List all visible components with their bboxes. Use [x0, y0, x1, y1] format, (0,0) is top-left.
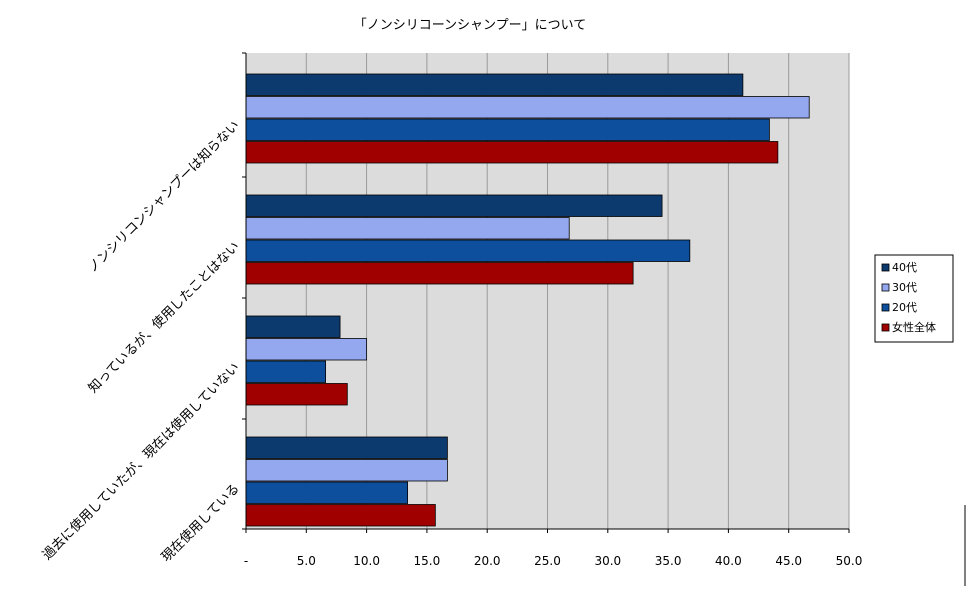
bar — [245, 96, 810, 119]
x-tick-label: 50.0 — [836, 554, 863, 568]
bar — [245, 436, 448, 459]
x-tick-label: 25.0 — [534, 554, 561, 568]
bars — [245, 73, 810, 527]
legend-label: 20代 — [892, 301, 917, 314]
bar — [245, 383, 348, 406]
bar — [245, 504, 436, 527]
bar — [245, 262, 634, 285]
bar — [245, 315, 341, 338]
x-tick-label: 35.0 — [655, 554, 682, 568]
bar — [245, 194, 663, 217]
legend-swatch — [881, 323, 890, 332]
x-tick-label: 20.0 — [474, 554, 501, 568]
bar — [245, 118, 770, 141]
category-label: 現在使用している — [158, 481, 243, 566]
x-tick-labels: - 5.0 10.0 15.0 20.0 25.0 30.0 35.0 40.0 45.0 50.0 — [244, 554, 863, 568]
x-tick-label: 15.0 — [414, 554, 441, 568]
legend-swatch — [881, 283, 890, 292]
bar — [245, 217, 570, 240]
chart-title: 「ノンシリコーンシャンプー」について — [353, 18, 587, 33]
bar — [245, 338, 367, 361]
x-tick-label: 40.0 — [715, 554, 742, 568]
axes — [242, 52, 850, 533]
bar — [245, 360, 326, 383]
category-labels: ノンシリコンシャンプーは知らない知っているが、使用したことはない過去に使用してい… — [39, 118, 243, 566]
category-label: 過去に使用していたが、現在は使用していない — [39, 360, 243, 564]
x-tick-label: 10.0 — [353, 554, 380, 568]
bar — [245, 481, 409, 504]
legend-swatch — [881, 303, 890, 312]
bar — [245, 459, 448, 482]
bar — [245, 73, 744, 96]
legend-label: 30代 — [892, 281, 917, 294]
x-tick-label: 30.0 — [594, 554, 621, 568]
legend-label: 女性全体 — [892, 320, 936, 334]
bar — [245, 239, 691, 262]
x-tick-label: - — [244, 554, 248, 568]
legend-label: 40代 — [892, 261, 917, 274]
x-tick-label: 5.0 — [297, 554, 316, 568]
x-tick-label: 45.0 — [775, 554, 802, 568]
legend-swatch — [881, 263, 890, 272]
bar — [245, 141, 779, 164]
